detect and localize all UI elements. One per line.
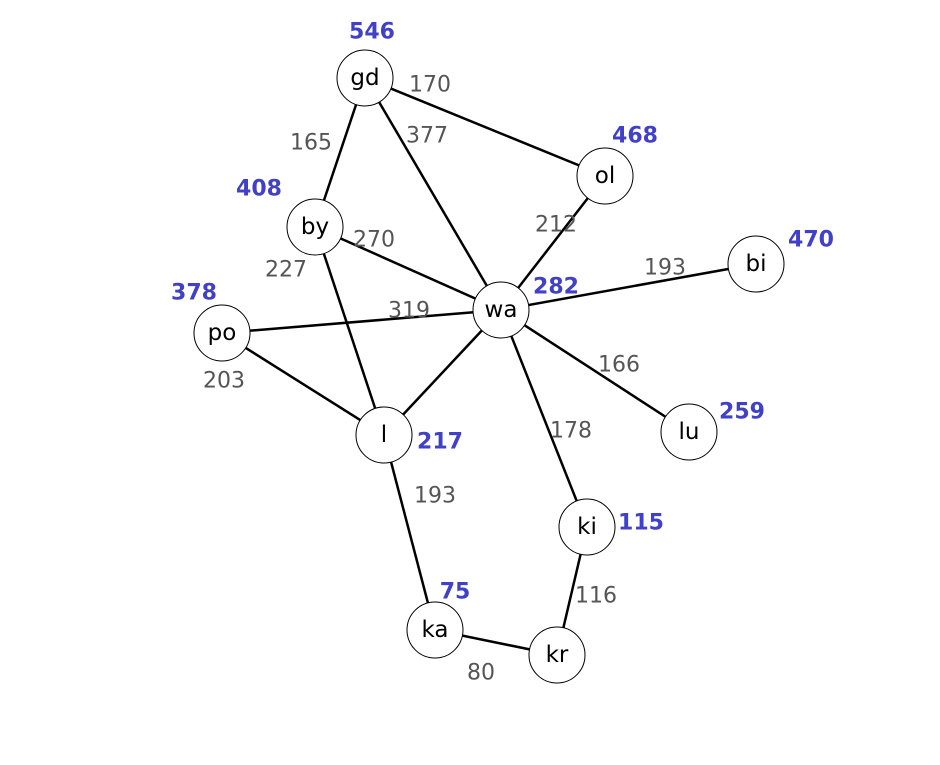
node-po: po — [193, 304, 251, 362]
node-value-ka: 75 — [440, 580, 471, 605]
edge-po-wa — [221, 308, 502, 335]
node-value-wa: 282 — [533, 275, 579, 300]
node-label-wa: wa — [485, 297, 518, 323]
node-label-bi: bi — [746, 251, 767, 277]
edge-weight-by-l: 227 — [265, 258, 307, 283]
edge-weight-wa-ki: 178 — [550, 419, 592, 444]
node-bi: bi — [727, 235, 785, 293]
node-value-by: 408 — [236, 177, 282, 202]
node-label-ol: ol — [595, 163, 615, 189]
node-value-ki: 115 — [618, 511, 664, 536]
edge-weight-po-l: 203 — [203, 369, 245, 394]
node-circle-po — [193, 304, 251, 362]
node-circle-wa — [472, 281, 530, 339]
edge-wa-ki — [499, 309, 589, 528]
node-circle-ki — [558, 498, 616, 556]
node-value-po: 378 — [171, 281, 217, 306]
edge-wa-lu — [500, 308, 690, 434]
node-circle-ka — [406, 601, 464, 659]
node-lu: lu — [660, 403, 718, 461]
node-values-layer: 546 468 408 470 378 282 259 217 115 75 — [171, 20, 834, 605]
edge-by-wa — [314, 225, 502, 312]
edge-weight-po-wa: 319 — [388, 299, 430, 324]
edge-weight-gd-ol: 170 — [409, 73, 451, 98]
edge-weight-ki-kr: 116 — [575, 584, 617, 609]
node-value-l: 217 — [417, 430, 463, 455]
node-label-ka: ka — [421, 617, 448, 643]
edge-weight-wa-lu: 166 — [598, 353, 640, 378]
edge-weight-gd-by: 165 — [290, 131, 332, 156]
node-circle-bi — [727, 235, 785, 293]
nodes-layer: gd ol by bi po wa lu l ki ka kr — [193, 49, 785, 684]
node-ki: ki — [558, 498, 616, 556]
edge-weight-ka-kr: 80 — [467, 661, 495, 686]
node-label-lu: lu — [679, 419, 700, 445]
edge-po-l — [221, 331, 385, 437]
node-circle-kr — [528, 626, 586, 684]
edge-weight-ol-wa: 212 — [535, 213, 577, 238]
node-label-kr: kr — [546, 642, 569, 668]
node-label-ki: ki — [577, 514, 597, 540]
node-circle-gd — [336, 49, 394, 107]
node-label-po: po — [208, 320, 237, 346]
edge-gd-wa — [363, 77, 503, 311]
node-label-gd: gd — [350, 65, 379, 91]
node-value-gd: 546 — [349, 20, 395, 45]
edge-weight-wa-bi: 193 — [644, 256, 686, 281]
node-wa: wa — [472, 281, 530, 339]
edge-wa-l — [383, 309, 502, 436]
edge-weight-gd-wa: 377 — [406, 124, 448, 149]
edge-weight-l-ka: 193 — [414, 484, 456, 509]
node-label-by: by — [301, 214, 329, 240]
edge-by-l — [313, 226, 386, 436]
node-circle-lu — [660, 403, 718, 461]
edge-wa-bi — [500, 262, 757, 312]
node-value-lu: 259 — [719, 400, 765, 425]
node-value-bi: 470 — [788, 228, 834, 253]
node-value-ol: 468 — [612, 124, 658, 149]
edge-weights-layer: 170 377 165 212 270 227 319 203 193 166 178 193 116 8… — [203, 73, 686, 686]
node-gd: gd — [336, 49, 394, 107]
node-by: by — [286, 198, 344, 256]
edge-gd-ol — [364, 76, 606, 178]
edges-layer — [221, 76, 757, 657]
node-l: l — [355, 406, 413, 464]
node-ol: ol — [576, 147, 634, 205]
node-label-l: l — [381, 422, 387, 448]
node-circle-ol — [576, 147, 634, 205]
edge-l-ka — [382, 434, 437, 631]
node-circle-l — [355, 406, 413, 464]
node-ka: ka — [406, 601, 464, 659]
node-kr: kr — [528, 626, 586, 684]
node-circle-by — [286, 198, 344, 256]
edge-weight-by-wa: 270 — [353, 228, 395, 253]
